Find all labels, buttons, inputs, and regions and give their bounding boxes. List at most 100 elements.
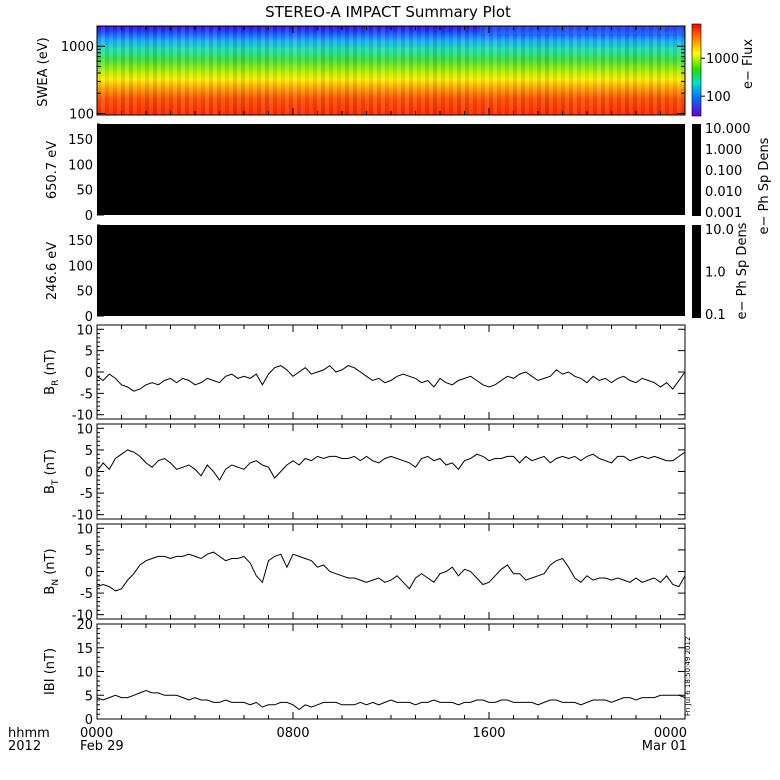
swea-streak — [585, 26, 589, 115]
swea-streak — [501, 26, 505, 115]
swea-colorbar-tick-label: 100 — [706, 90, 731, 105]
swea-streak — [193, 26, 197, 115]
pad246-colorbar-tick-label: 0.1 — [705, 308, 726, 323]
swea-streak — [233, 26, 237, 115]
time-tick-label: 0000 — [654, 726, 687, 741]
swea-streak — [601, 26, 605, 115]
swea-streak — [589, 26, 593, 115]
swea-spectrogram — [97, 26, 685, 115]
swea-streak — [461, 26, 465, 115]
pad650-colorbar-tick-label: 10.000 — [705, 122, 751, 137]
swea-streak — [480, 26, 685, 34]
pad650-colorbar-label: e− Ph Sp Dens — [757, 137, 772, 234]
swea-streak — [437, 26, 441, 115]
ylabel-bn: BN (nT) — [43, 548, 61, 594]
time-tick-label: 1600 — [472, 726, 505, 741]
panel-br: -10 -5 0 5 10 BR (nT) — [43, 323, 686, 424]
swea-streak — [269, 26, 273, 115]
series-line-b — [96, 689, 686, 711]
swea-streak — [549, 26, 553, 115]
swea-streak — [661, 26, 665, 115]
ytick-label: -5 — [80, 487, 93, 502]
panel-bn: -10 -5 0 5 10 BN (nT) — [43, 522, 686, 624]
swea-streak — [665, 26, 669, 115]
swea-streak — [361, 26, 365, 115]
swea-streak — [117, 26, 121, 115]
series-line-br — [96, 364, 686, 392]
ylabel-b: IBI (nT) — [43, 648, 58, 695]
swea-streak — [225, 26, 229, 115]
swea-streak — [317, 26, 321, 115]
swea-streak — [673, 26, 677, 115]
swea-streak — [205, 26, 209, 115]
swea-streak — [165, 26, 169, 115]
swea-streak — [657, 26, 661, 115]
swea-streak — [681, 26, 685, 115]
swea-ytick-label: 100 — [69, 108, 94, 123]
swea-streak — [345, 26, 349, 115]
time-tick-label: 0000 — [80, 726, 113, 741]
swea-colorbar-axis: 100 1000 — [701, 52, 739, 105]
swea-streak — [189, 26, 193, 115]
swea-streak — [557, 26, 561, 115]
swea-streak — [113, 26, 117, 115]
ytick-label: -5 — [80, 587, 93, 602]
swea-streak — [213, 26, 217, 115]
swea-streak — [245, 26, 249, 115]
ytick-label: -5 — [80, 387, 93, 402]
swea-streak — [185, 26, 189, 115]
plot-title: STEREO-A IMPACT Summary Plot — [265, 3, 511, 21]
pad650-spectrogram — [97, 124, 685, 215]
swea-streak — [197, 26, 201, 115]
swea-panel: 100 1000 SWEA (eV) 100 1000 e− Flux — [36, 23, 756, 123]
swea-ylabel: SWEA (eV) — [36, 37, 51, 106]
swea-streak — [545, 26, 549, 115]
pad650-colorbar-tick-label: 0.010 — [705, 185, 742, 200]
pad246-ytick-label: 150 — [68, 234, 93, 249]
ytick-label: 10 — [76, 666, 93, 681]
swea-streak — [525, 26, 529, 115]
swea-streak — [629, 26, 633, 115]
time-tick-label: 0800 — [276, 726, 309, 741]
ytick-label: 5 — [85, 345, 93, 360]
swea-streak — [369, 26, 373, 115]
ytick-label: 5 — [85, 689, 93, 704]
swea-streak — [393, 26, 397, 115]
pad650-ytick-label: 150 — [68, 133, 93, 148]
swea-streak — [417, 26, 421, 115]
swea-streak — [221, 26, 225, 115]
swea-streak — [517, 26, 521, 115]
swea-streak — [581, 26, 585, 115]
ytick-label: 15 — [76, 642, 93, 657]
pad650-colorbar-tick-label: 0.001 — [705, 206, 742, 221]
pad650-colorbar — [692, 124, 701, 216]
swea-streak — [649, 26, 653, 115]
ytick-label: 10 — [76, 422, 93, 437]
ytick-label: 0 — [85, 566, 93, 581]
swea-streak — [433, 26, 437, 115]
swea-streak — [181, 26, 185, 115]
swea-streak — [281, 26, 285, 115]
pad650-y-axis: 0 50 100 150 — [68, 123, 104, 224]
swea-streak — [533, 26, 537, 115]
swea-streak — [653, 26, 657, 115]
pad246-ylabel: 246.6 eV — [45, 242, 60, 300]
swea-colorbar-label: e− Flux — [741, 39, 756, 89]
swea-streak — [217, 26, 221, 115]
swea-streak — [497, 26, 501, 115]
swea-streak — [465, 26, 469, 115]
pad246-ytick-label: 50 — [76, 285, 93, 300]
swea-streak — [529, 26, 533, 115]
swea-streak — [305, 26, 309, 115]
swea-streak — [513, 26, 517, 115]
swea-streak — [537, 26, 541, 115]
swea-streak — [377, 26, 381, 115]
swea-streak — [261, 26, 265, 115]
swea-streak — [353, 26, 357, 115]
swea-streak — [677, 26, 681, 115]
swea-streak — [445, 26, 449, 115]
swea-streak — [569, 26, 573, 115]
ytick-label: -10 — [72, 609, 93, 624]
swea-streak — [161, 26, 165, 115]
